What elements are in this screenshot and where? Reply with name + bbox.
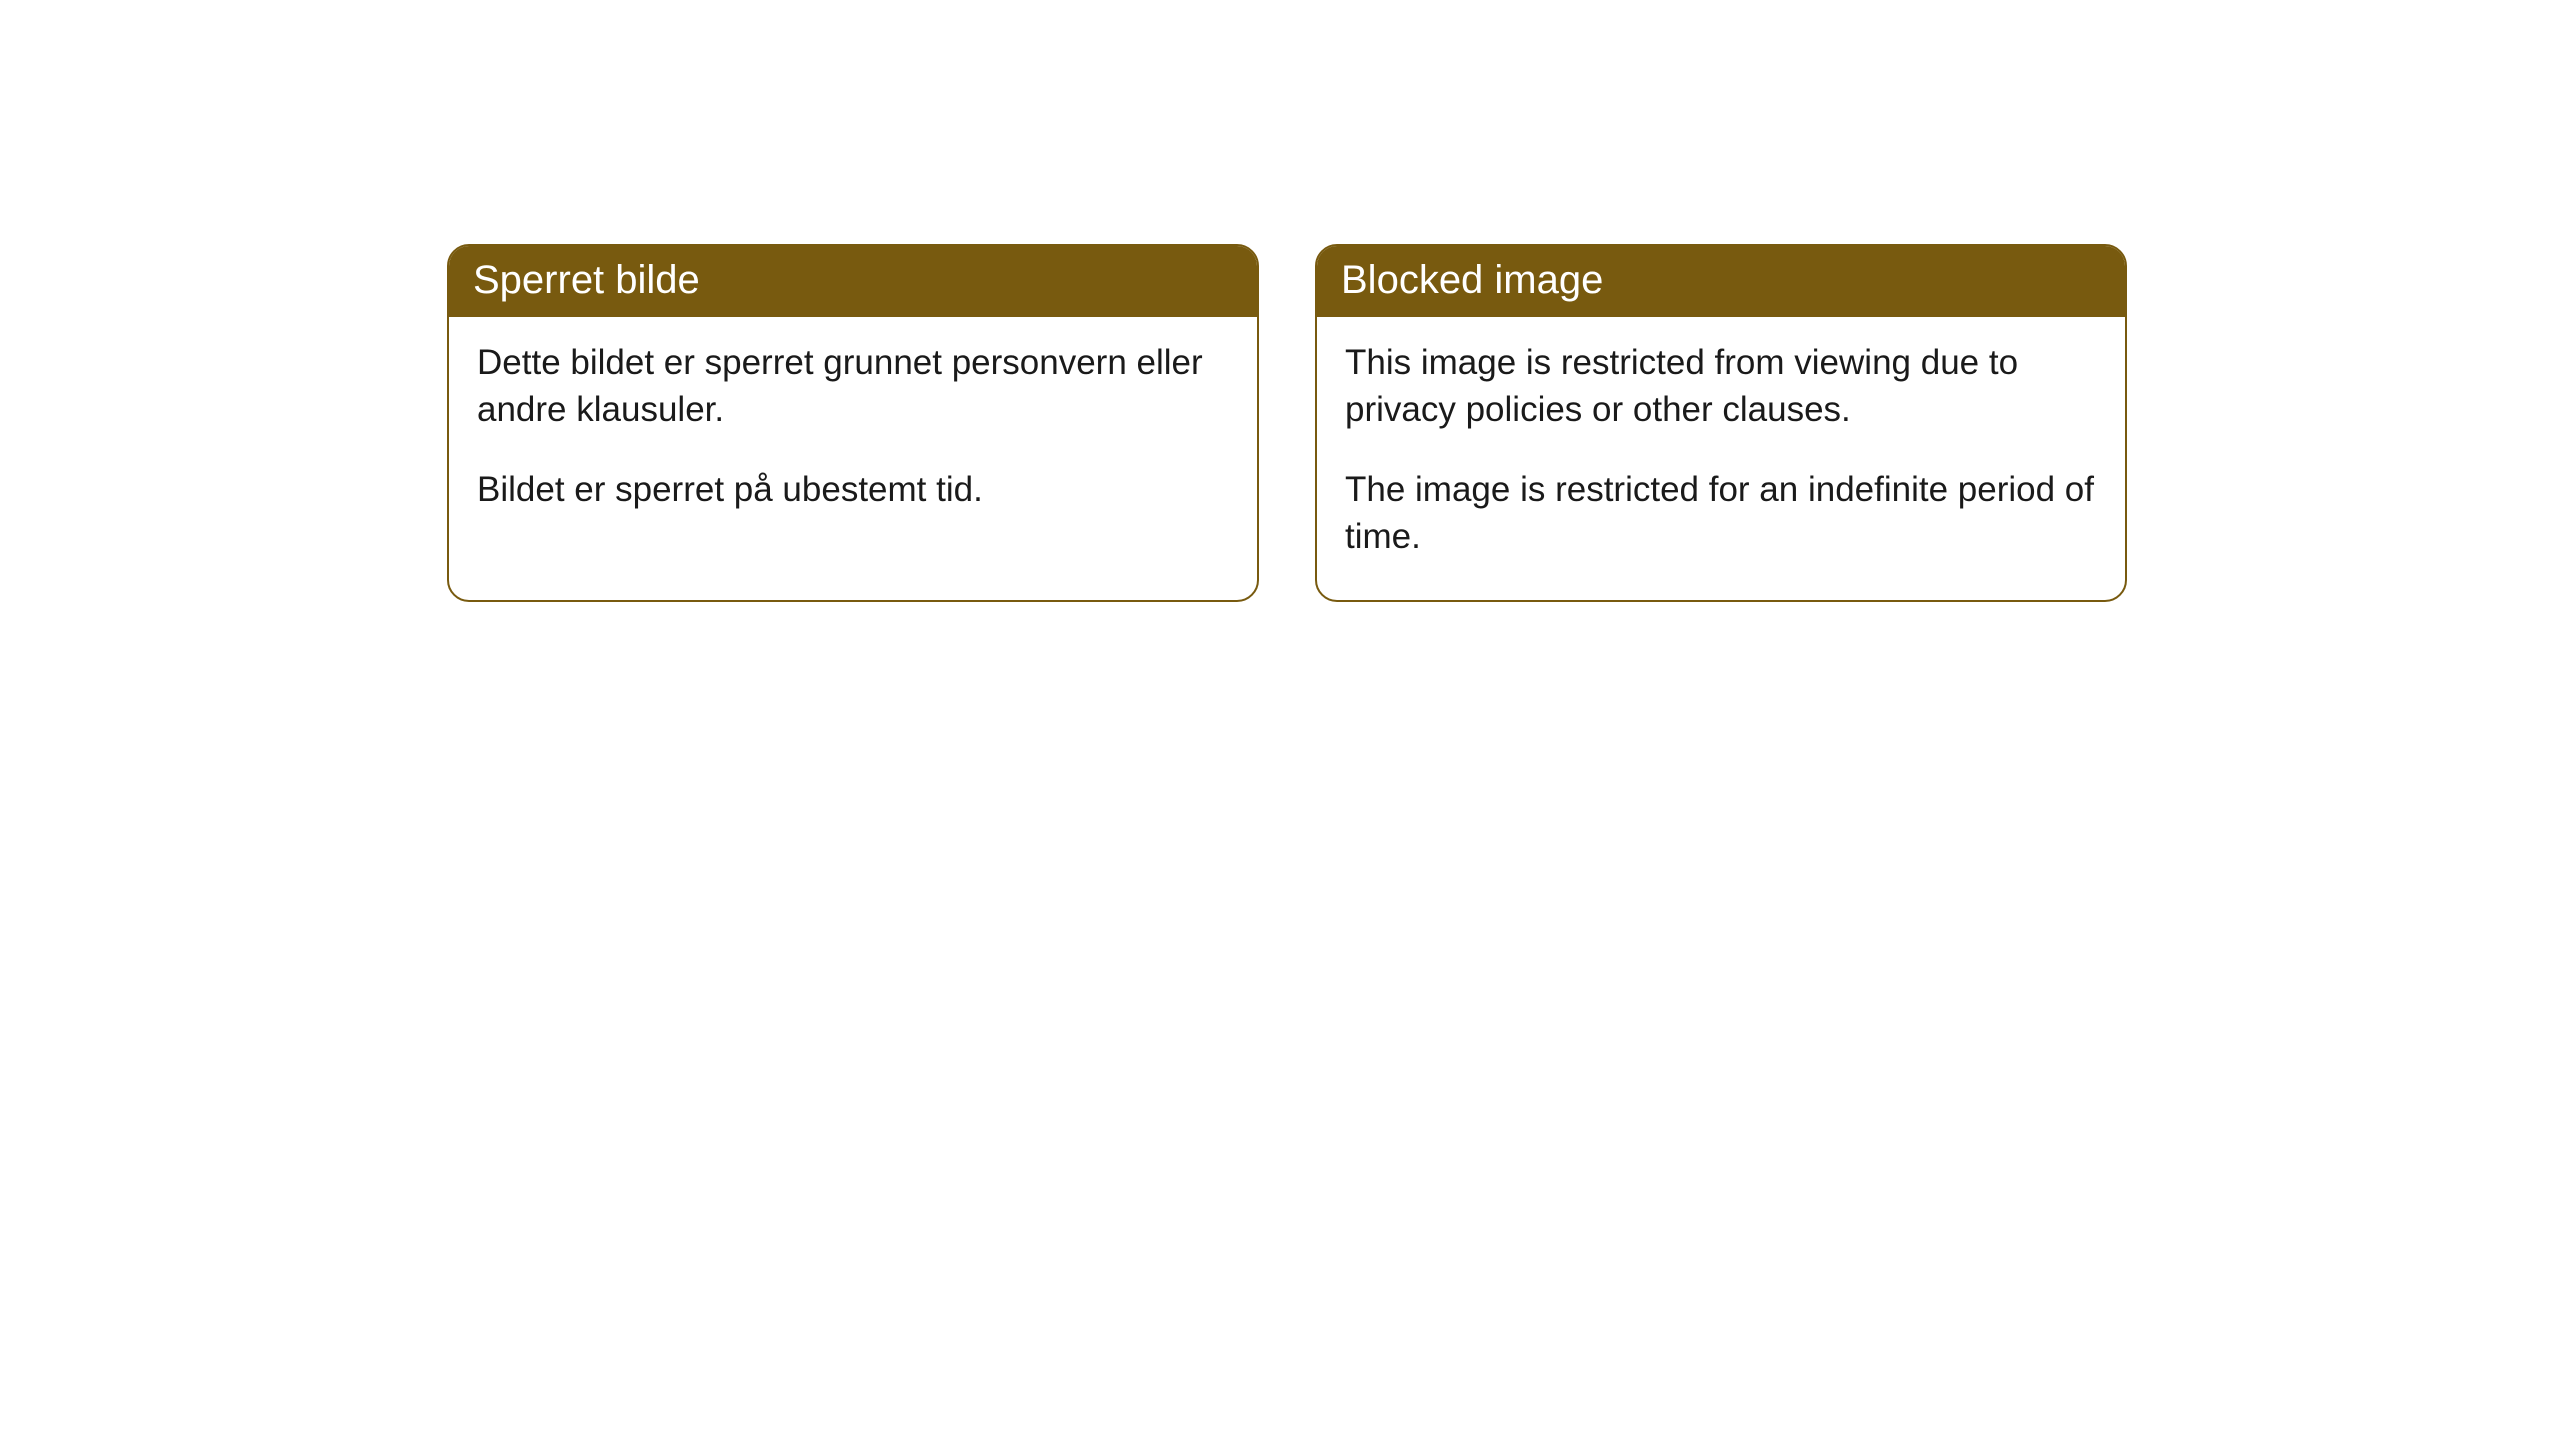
card-text-line1: This image is restricted from viewing du… [1345, 339, 2097, 434]
card-text-line1: Dette bildet er sperret grunnet personve… [477, 339, 1229, 434]
card-text-line2: Bildet er sperret på ubestemt tid. [477, 466, 1229, 513]
card-header-english: Blocked image [1317, 246, 2125, 317]
card-body-english: This image is restricted from viewing du… [1317, 317, 2125, 600]
card-text-line2: The image is restricted for an indefinit… [1345, 466, 2097, 561]
card-title: Sperret bilde [473, 258, 700, 302]
card-title: Blocked image [1341, 258, 1603, 302]
card-body-norwegian: Dette bildet er sperret grunnet personve… [449, 317, 1257, 553]
card-header-norwegian: Sperret bilde [449, 246, 1257, 317]
cards-container: Sperret bilde Dette bildet er sperret gr… [0, 0, 2560, 602]
blocked-image-card-english: Blocked image This image is restricted f… [1315, 244, 2127, 602]
blocked-image-card-norwegian: Sperret bilde Dette bildet er sperret gr… [447, 244, 1259, 602]
